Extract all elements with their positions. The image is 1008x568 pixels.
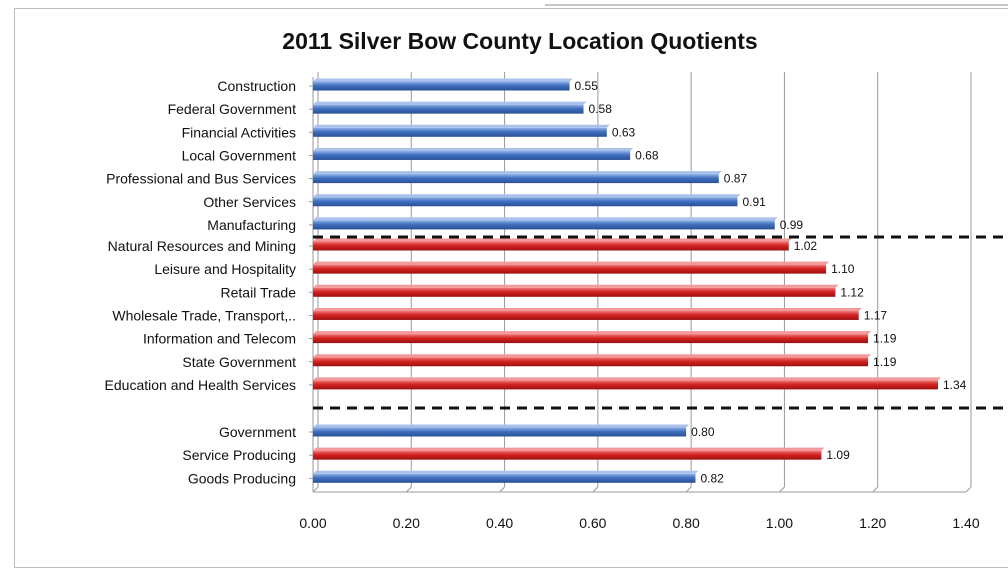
x-tick-label: 1.40 (952, 515, 979, 531)
floor-grid-line (592, 486, 599, 493)
window-edge-line (545, 4, 1008, 6)
x-tick-label: 0.00 (299, 515, 326, 531)
bar-top-face (313, 147, 634, 151)
bar (313, 241, 789, 251)
bar (313, 427, 687, 437)
bar-top-face (313, 307, 862, 311)
floor-grid-line (779, 486, 785, 493)
category-label: Professional and Bus Services (106, 171, 296, 187)
bar-top-face (313, 261, 830, 265)
category-label: State Government (182, 354, 296, 370)
data-label: 0.68 (635, 148, 659, 162)
data-label: 0.80 (691, 425, 715, 439)
data-label: 0.58 (589, 102, 613, 116)
data-label: 0.87 (724, 172, 748, 186)
x-tick-label: 1.20 (859, 515, 886, 531)
bar (313, 310, 859, 320)
category-label: Information and Telecom (143, 331, 296, 347)
category-label: Local Government (182, 147, 297, 163)
bar-top-face (313, 447, 825, 451)
data-label: 1.34 (943, 378, 967, 392)
bar (313, 264, 827, 274)
bar-top-face (313, 194, 741, 198)
bar (313, 287, 836, 297)
bar-top-face (313, 470, 699, 474)
bar (313, 81, 570, 91)
data-label: 0.55 (575, 79, 599, 93)
floor-grid-line (872, 486, 879, 493)
data-label: 0.91 (742, 195, 766, 209)
category-label: Leisure and Hospitality (154, 261, 296, 277)
data-label: 1.10 (831, 262, 855, 276)
bar (313, 334, 869, 344)
floor-grid-line (312, 486, 319, 493)
category-label: Construction (217, 78, 296, 94)
category-label: Service Producing (182, 447, 296, 463)
category-label: Wholesale Trade, Transport,.. (112, 307, 296, 323)
bar-top-face (313, 354, 872, 358)
category-label: Retail Trade (221, 284, 297, 300)
bar-top-face (313, 78, 573, 82)
category-label: Education and Health Services (105, 377, 296, 393)
category-label: Other Services (203, 194, 296, 210)
x-tick-label: 0.80 (673, 515, 700, 531)
data-label: 1.02 (794, 239, 818, 253)
bar-top-face (313, 424, 690, 428)
floor-grid-line (685, 486, 692, 493)
bar (313, 473, 696, 483)
data-label: 0.63 (612, 125, 636, 139)
bar (313, 174, 719, 184)
bar (313, 450, 822, 460)
bar (313, 220, 775, 230)
x-tick-label: 0.20 (393, 515, 420, 531)
x-tick-label: 0.60 (579, 515, 606, 531)
data-label: 1.17 (864, 308, 888, 322)
data-label: 1.19 (873, 355, 897, 369)
category-label: Federal Government (168, 101, 297, 117)
bar (313, 380, 939, 390)
bar (313, 150, 631, 160)
bar-top-face (313, 171, 722, 175)
bar-top-face (313, 238, 792, 242)
bar (313, 127, 607, 137)
data-label: 0.82 (700, 471, 724, 485)
category-label: Natural Resources and Mining (108, 238, 296, 254)
bar-top-face (313, 217, 778, 221)
bar-top-face (313, 331, 872, 335)
category-label: Goods Producing (188, 470, 296, 486)
data-label: 0.99 (780, 218, 804, 232)
bar (313, 197, 738, 207)
bar-top-face (313, 377, 942, 381)
data-label: 1.12 (840, 285, 864, 299)
floor-grid-line (965, 486, 972, 493)
category-label: Manufacturing (207, 217, 296, 233)
floor-grid-line (499, 486, 505, 493)
data-label: 1.09 (826, 448, 850, 462)
bar-top-face (313, 284, 839, 288)
chart-title: 2011 Silver Bow County Location Quotient… (282, 28, 758, 54)
x-tick-label: 0.40 (486, 515, 513, 531)
bar-top-face (313, 101, 587, 105)
category-label: Financial Activities (182, 124, 296, 140)
bar (313, 357, 869, 367)
bar-top-face (313, 124, 610, 128)
category-label: Government (219, 424, 296, 440)
bar (313, 104, 584, 114)
data-label: 1.19 (873, 332, 897, 346)
floor-grid-line (405, 486, 412, 493)
x-tick-label: 1.00 (766, 515, 793, 531)
